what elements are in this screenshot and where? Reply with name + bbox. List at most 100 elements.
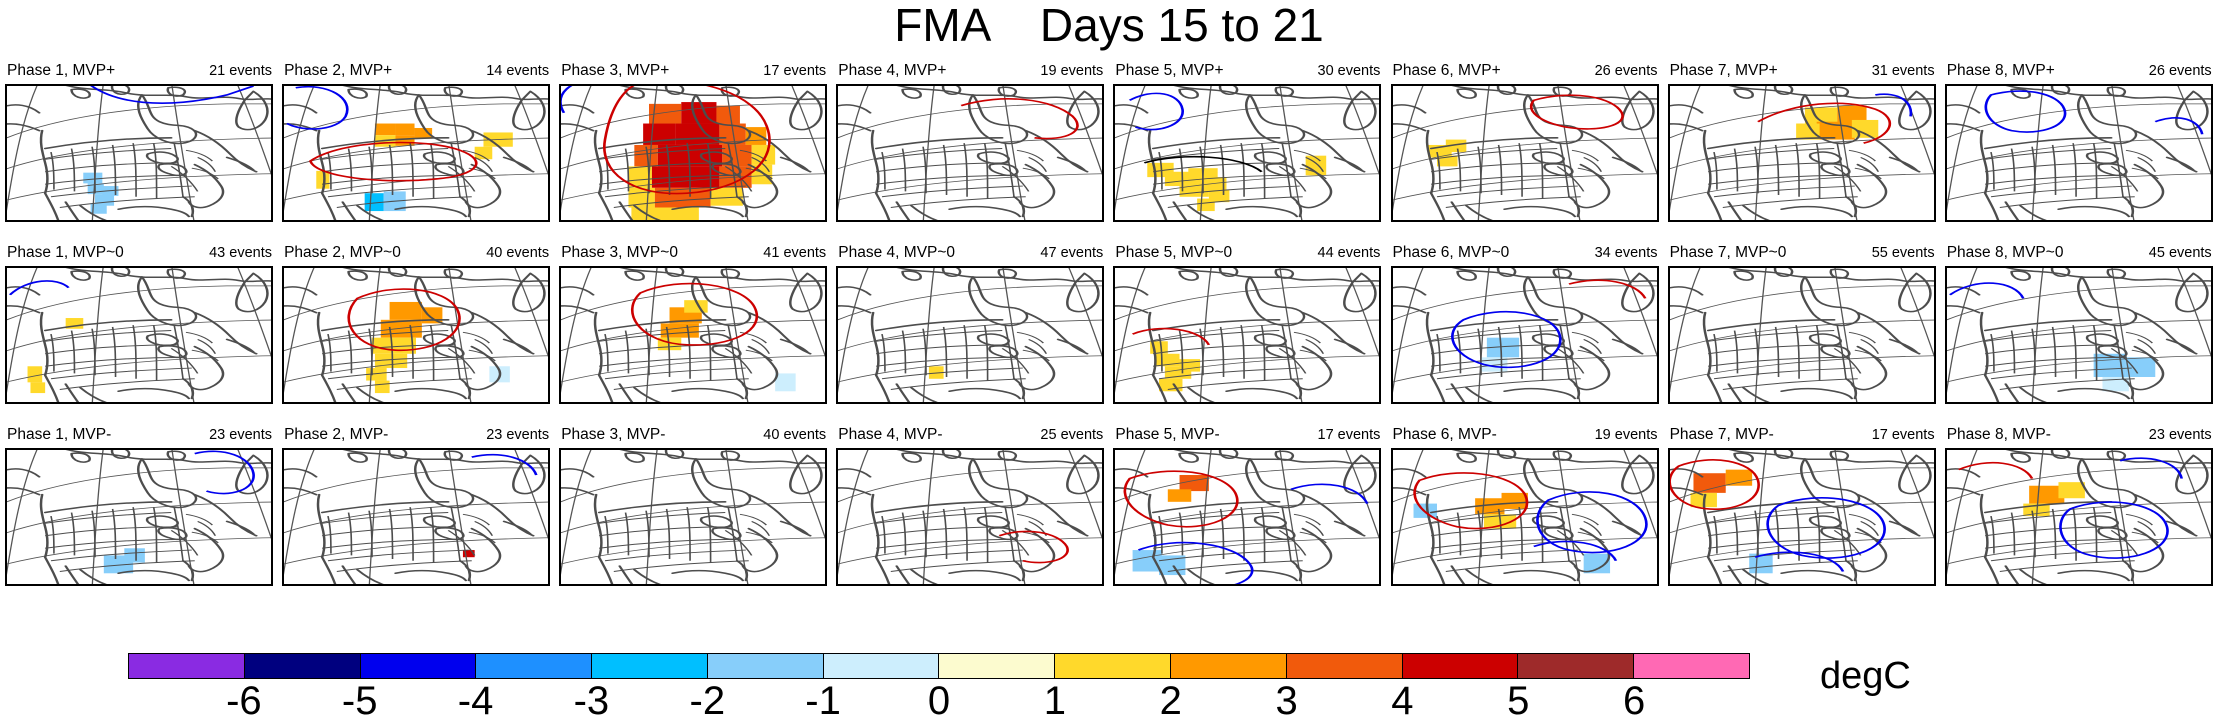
contour-path xyxy=(998,530,1070,564)
panel-event-count: 17 events xyxy=(1871,427,1935,444)
panel-map[interactable] xyxy=(282,448,551,587)
panel-event-count: 21 events xyxy=(209,63,272,79)
panel-header: Phase 7, MVP- 17 events xyxy=(1668,426,1936,448)
map-panel[interactable]: Phase 1, MVP~0 43 events xyxy=(5,244,273,405)
panel-event-count: 45 events xyxy=(2148,245,2212,262)
state-boundaries xyxy=(599,325,774,391)
map-panel[interactable]: Phase 7, MVP~0 55 events xyxy=(1667,244,1936,405)
panel-map[interactable] xyxy=(1944,84,2213,222)
map-panel[interactable]: Phase 8, MVP+ 26 events xyxy=(1944,62,2213,222)
panel-map[interactable] xyxy=(836,84,1105,222)
panel-map[interactable] xyxy=(1667,448,1936,587)
coastlines xyxy=(1392,450,1657,585)
panel-header: Phase 4, MVP~0 47 events xyxy=(836,244,1104,266)
coastlines xyxy=(561,450,826,585)
colorbar-tick: 0 xyxy=(927,679,951,723)
map-panel[interactable]: Phase 3, MVP- 40 events xyxy=(559,426,828,587)
colorbar-tick: -5 xyxy=(341,679,378,723)
contour-path xyxy=(309,141,478,182)
panel-title: Phase 7, MVP+ xyxy=(1669,62,1778,79)
map-panel[interactable]: Phase 7, MVP- 17 events xyxy=(1667,426,1936,587)
state-boundaries xyxy=(322,325,496,391)
colorbar-tick: 5 xyxy=(1507,679,1530,723)
state-boundaries xyxy=(44,507,219,573)
anomaly-cell xyxy=(364,193,384,212)
panel-map[interactable] xyxy=(1113,84,1382,222)
map-panel[interactable]: Phase 2, MVP+ 14 events xyxy=(282,62,551,222)
panel-map[interactable] xyxy=(5,266,273,405)
colorbar-swatch xyxy=(360,654,477,678)
map-panel[interactable]: Phase 7, MVP+ 31 events xyxy=(1667,62,1936,222)
anomaly-cell xyxy=(1583,553,1610,574)
panel-map[interactable] xyxy=(559,448,828,587)
map-canvas xyxy=(561,268,826,403)
panel-map[interactable] xyxy=(836,266,1105,405)
anomaly-cell xyxy=(2125,357,2155,378)
anomaly-cell xyxy=(30,382,46,394)
panel-map[interactable] xyxy=(1390,84,1659,222)
map-panel[interactable]: Phase 3, MVP+ 17 events xyxy=(559,62,828,222)
contour-path xyxy=(1138,542,1254,585)
colorbar-unit-label: degC xyxy=(1820,655,1911,697)
panel-map[interactable] xyxy=(282,84,551,222)
colorbar-swatch xyxy=(1402,654,1519,678)
map-panel[interactable]: Phase 6, MVP+ 26 events xyxy=(1390,62,1659,222)
coastlines xyxy=(284,450,549,585)
panel-map[interactable] xyxy=(1113,266,1382,405)
map-panel[interactable]: Phase 4, MVP+ 19 events xyxy=(836,62,1105,222)
anomaly-cell xyxy=(1168,489,1192,503)
panel-map[interactable] xyxy=(1944,448,2213,587)
map-canvas xyxy=(561,450,826,585)
panel-map[interactable] xyxy=(559,266,828,405)
panel-title: Phase 8, MVP~0 xyxy=(1946,244,2064,262)
colorbar-tick: 3 xyxy=(1275,679,1298,723)
map-panel[interactable]: Phase 5, MVP~0 44 events xyxy=(1113,244,1382,405)
panel-map[interactable] xyxy=(1390,448,1659,587)
map-panel[interactable]: Phase 1, MVP- 23 events xyxy=(5,426,273,587)
map-panel[interactable]: Phase 3, MVP~0 41 events xyxy=(559,244,828,405)
coastlines xyxy=(838,450,1103,585)
contour-path xyxy=(1535,491,1648,554)
coastlines xyxy=(1669,450,1934,585)
panel-map[interactable] xyxy=(1113,448,1382,587)
panel-map[interactable] xyxy=(282,266,551,405)
map-panel[interactable]: Phase 2, MVP~0 40 events xyxy=(282,244,551,405)
contour-path xyxy=(1129,92,1185,131)
anomaly-cell xyxy=(375,380,390,394)
shaded-anomaly-cells xyxy=(2093,353,2155,392)
map-panel[interactable]: Phase 5, MVP+ 30 events xyxy=(1113,62,1382,222)
colorbar-tick: 2 xyxy=(1159,679,1182,723)
anomaly-cell xyxy=(716,105,741,124)
anomaly-cell xyxy=(395,135,415,146)
map-canvas xyxy=(1669,450,1934,585)
map-panel[interactable]: Phase 8, MVP- 23 events xyxy=(1944,426,2213,587)
anomaly-cell xyxy=(631,207,700,220)
panel-map[interactable] xyxy=(1944,266,2213,405)
panel-header: Phase 8, MVP~0 45 events xyxy=(1945,244,2213,266)
panel-header: Phase 2, MVP~0 40 events xyxy=(282,244,550,266)
panel-map[interactable] xyxy=(1667,84,1936,222)
state-boundaries xyxy=(44,325,219,391)
map-panel[interactable]: Phase 6, MVP- 19 events xyxy=(1390,426,1659,587)
map-panel[interactable]: Phase 2, MVP- 23 events xyxy=(282,426,551,587)
map-panel[interactable]: Phase 4, MVP~0 47 events xyxy=(836,244,1105,405)
map-panel[interactable]: Phase 5, MVP- 17 events xyxy=(1113,426,1382,587)
graticule xyxy=(7,450,271,585)
coastlines xyxy=(284,86,549,220)
colorbar[interactable] xyxy=(128,653,1750,679)
panel-map[interactable] xyxy=(836,448,1105,587)
map-panel[interactable]: Phase 1, MVP+ 21 events xyxy=(5,62,273,222)
map-panel[interactable]: Phase 4, MVP- 25 events xyxy=(836,426,1105,587)
contour-lines xyxy=(1984,90,2204,135)
contour-path xyxy=(1412,472,1528,530)
panel-map[interactable] xyxy=(559,84,828,222)
panel-map[interactable] xyxy=(5,84,273,222)
panel-map[interactable] xyxy=(1667,266,1936,405)
map-panel[interactable]: Phase 8, MVP~0 45 events xyxy=(1944,244,2213,405)
colorbar-swatch xyxy=(1055,654,1172,678)
panel-map[interactable] xyxy=(5,448,273,587)
map-panel[interactable]: Phase 6, MVP~0 34 events xyxy=(1390,244,1659,405)
map-canvas xyxy=(7,86,271,220)
panel-map[interactable] xyxy=(1390,266,1659,405)
map-canvas xyxy=(7,450,271,585)
